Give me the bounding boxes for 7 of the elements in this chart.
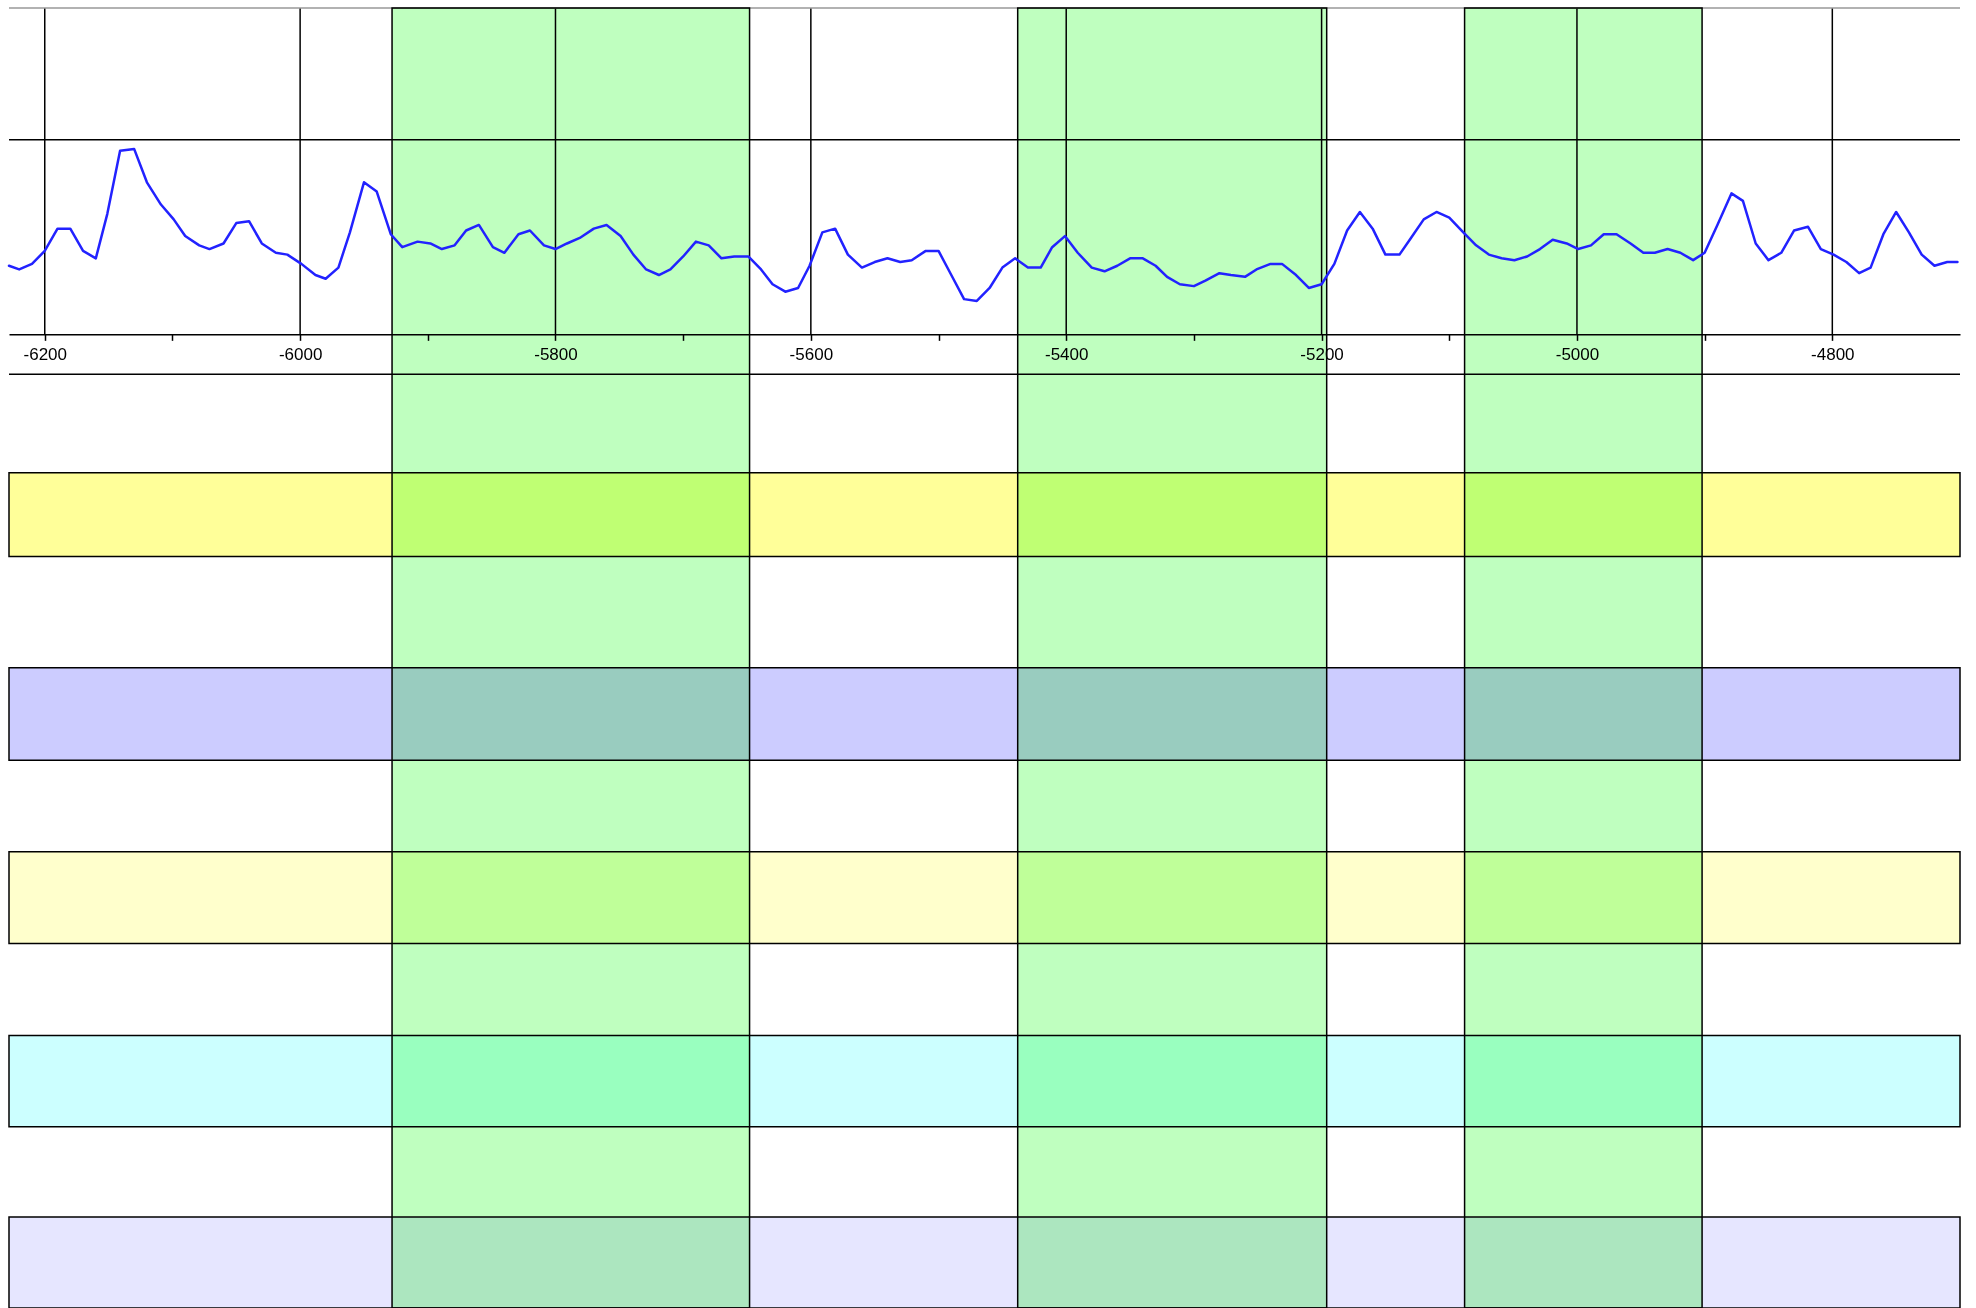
x-tick-label: -6000 <box>278 344 323 364</box>
x-tick-label: -5800 <box>534 344 578 364</box>
x-tick-label: -4800 <box>1811 344 1855 364</box>
x-tick-label: -5600 <box>789 344 834 364</box>
x-tick-label: -6200 <box>23 344 67 364</box>
x-tick-label: -5000 <box>1555 344 1600 364</box>
x-tick-label: -5400 <box>1044 344 1089 364</box>
